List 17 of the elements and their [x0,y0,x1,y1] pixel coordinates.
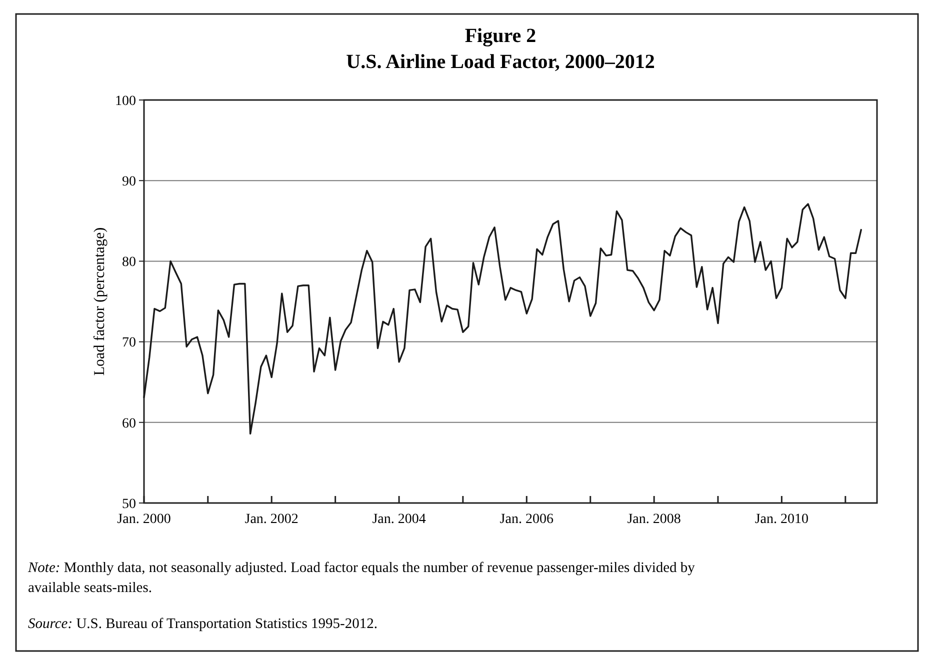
x-tick-label: Jan. 2002 [244,512,298,527]
x-tick-label: Jan. 2008 [627,512,681,527]
x-tick-label: Jan. 2000 [117,512,171,527]
y-tick-label: 90 [122,174,136,190]
y-tick-label: 80 [122,255,136,270]
y-tick-label: 50 [122,496,136,512]
chart-subtitle: U.S. Airline Load Factor, 2000–2012 [346,51,655,73]
x-tick-label: Jan. 2010 [754,512,809,527]
chart-title: Figure 2 [464,25,536,47]
source-note: Source: U.S. Bureau of Transportation Statistics 1995-2012. [28,616,378,632]
y-tick-label: 70 [122,336,136,351]
y-axis-title: Load factor (percentage) [92,227,108,376]
y-tick-label: 100 [115,94,136,109]
text: Note: Monthly data, not seasonally adjusted. Load factor equals the number of revenue passenger-miles divided by available seats-miles. [27,560,696,596]
x-tick-label: Jan. 2006 [500,512,554,527]
y-tick-label: 60 [122,416,136,432]
x-tick-label: Jan. 2004 [372,512,426,527]
